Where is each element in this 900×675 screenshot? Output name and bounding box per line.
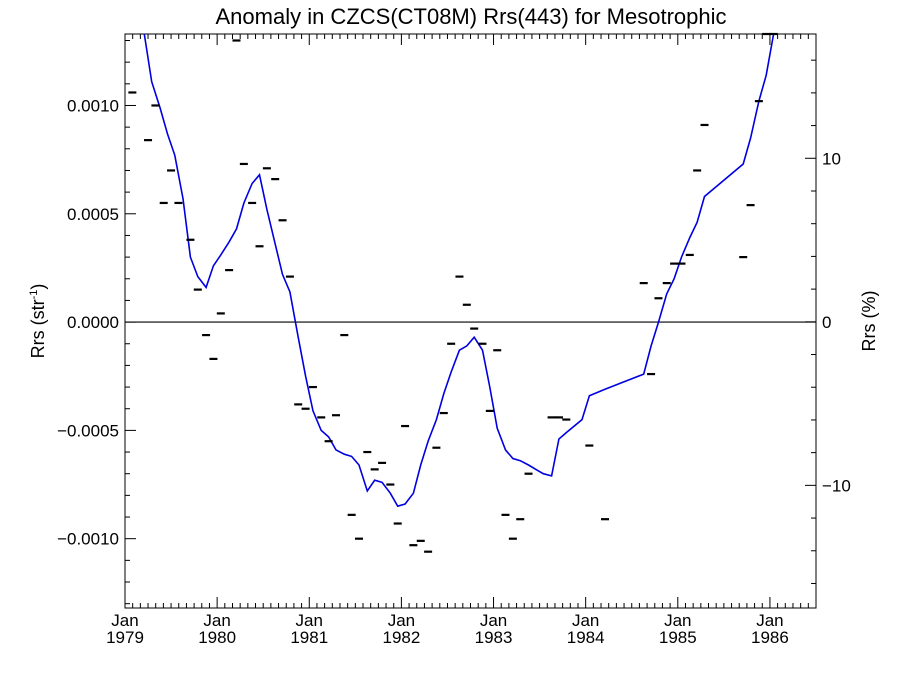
- y2-tick-label: 0: [822, 313, 831, 332]
- x-tick-label-month: Jan: [203, 611, 230, 630]
- x-tick-label-year: 1979: [106, 628, 144, 647]
- x-tick-label-year: 1981: [290, 628, 328, 647]
- y-axis-label: Rrs (str-1): [28, 284, 48, 359]
- x-tick-label-year: 1983: [475, 628, 513, 647]
- y-tick-label: −0.0005: [57, 421, 119, 440]
- plot-area: Jan1979Jan1980Jan1981Jan1982Jan1983Jan19…: [57, 32, 851, 647]
- x-tick-label-month: Jan: [480, 611, 507, 630]
- x-tick-label-month: Jan: [664, 611, 691, 630]
- y2-tick-label: 10: [822, 149, 841, 168]
- x-tick-label-month: Jan: [756, 611, 783, 630]
- y2-tick-label: −10: [822, 476, 851, 495]
- x-tick-label-year: 1985: [659, 628, 697, 647]
- x-tick-label-year: 1986: [751, 628, 789, 647]
- x-tick-label-month: Jan: [572, 611, 599, 630]
- x-tick-label-month: Jan: [296, 611, 323, 630]
- x-tick-label-year: 1980: [198, 628, 236, 647]
- anomaly-point-series: [128, 32, 778, 553]
- y-tick-label: 0.0005: [67, 205, 119, 224]
- x-tick-label-year: 1984: [567, 628, 605, 647]
- x-tick-label-month: Jan: [111, 611, 138, 630]
- anomaly-line-series: [143, 33, 775, 508]
- y-axis-right: 10 0 −10: [805, 59, 851, 584]
- y-tick-label: 0.0010: [67, 96, 119, 115]
- y-tick-label: −0.0010: [57, 530, 119, 549]
- plot-frame: [124, 33, 817, 609]
- x-tick-label-year: 1982: [382, 628, 420, 647]
- x-axis: Jan1979Jan1980Jan1981Jan1982Jan1983Jan19…: [106, 34, 817, 647]
- y-axis-left: 0.0010 0.0005 0.0000 −0.0005 −0.0010: [57, 39, 136, 605]
- x-tick-label-month: Jan: [388, 611, 415, 630]
- chart-title: Anomaly in CZCS(CT08M) Rrs(443) for Meso…: [215, 4, 726, 29]
- y2-axis-label: Rrs (%): [859, 291, 879, 352]
- y-tick-label: 0.0000: [67, 313, 119, 332]
